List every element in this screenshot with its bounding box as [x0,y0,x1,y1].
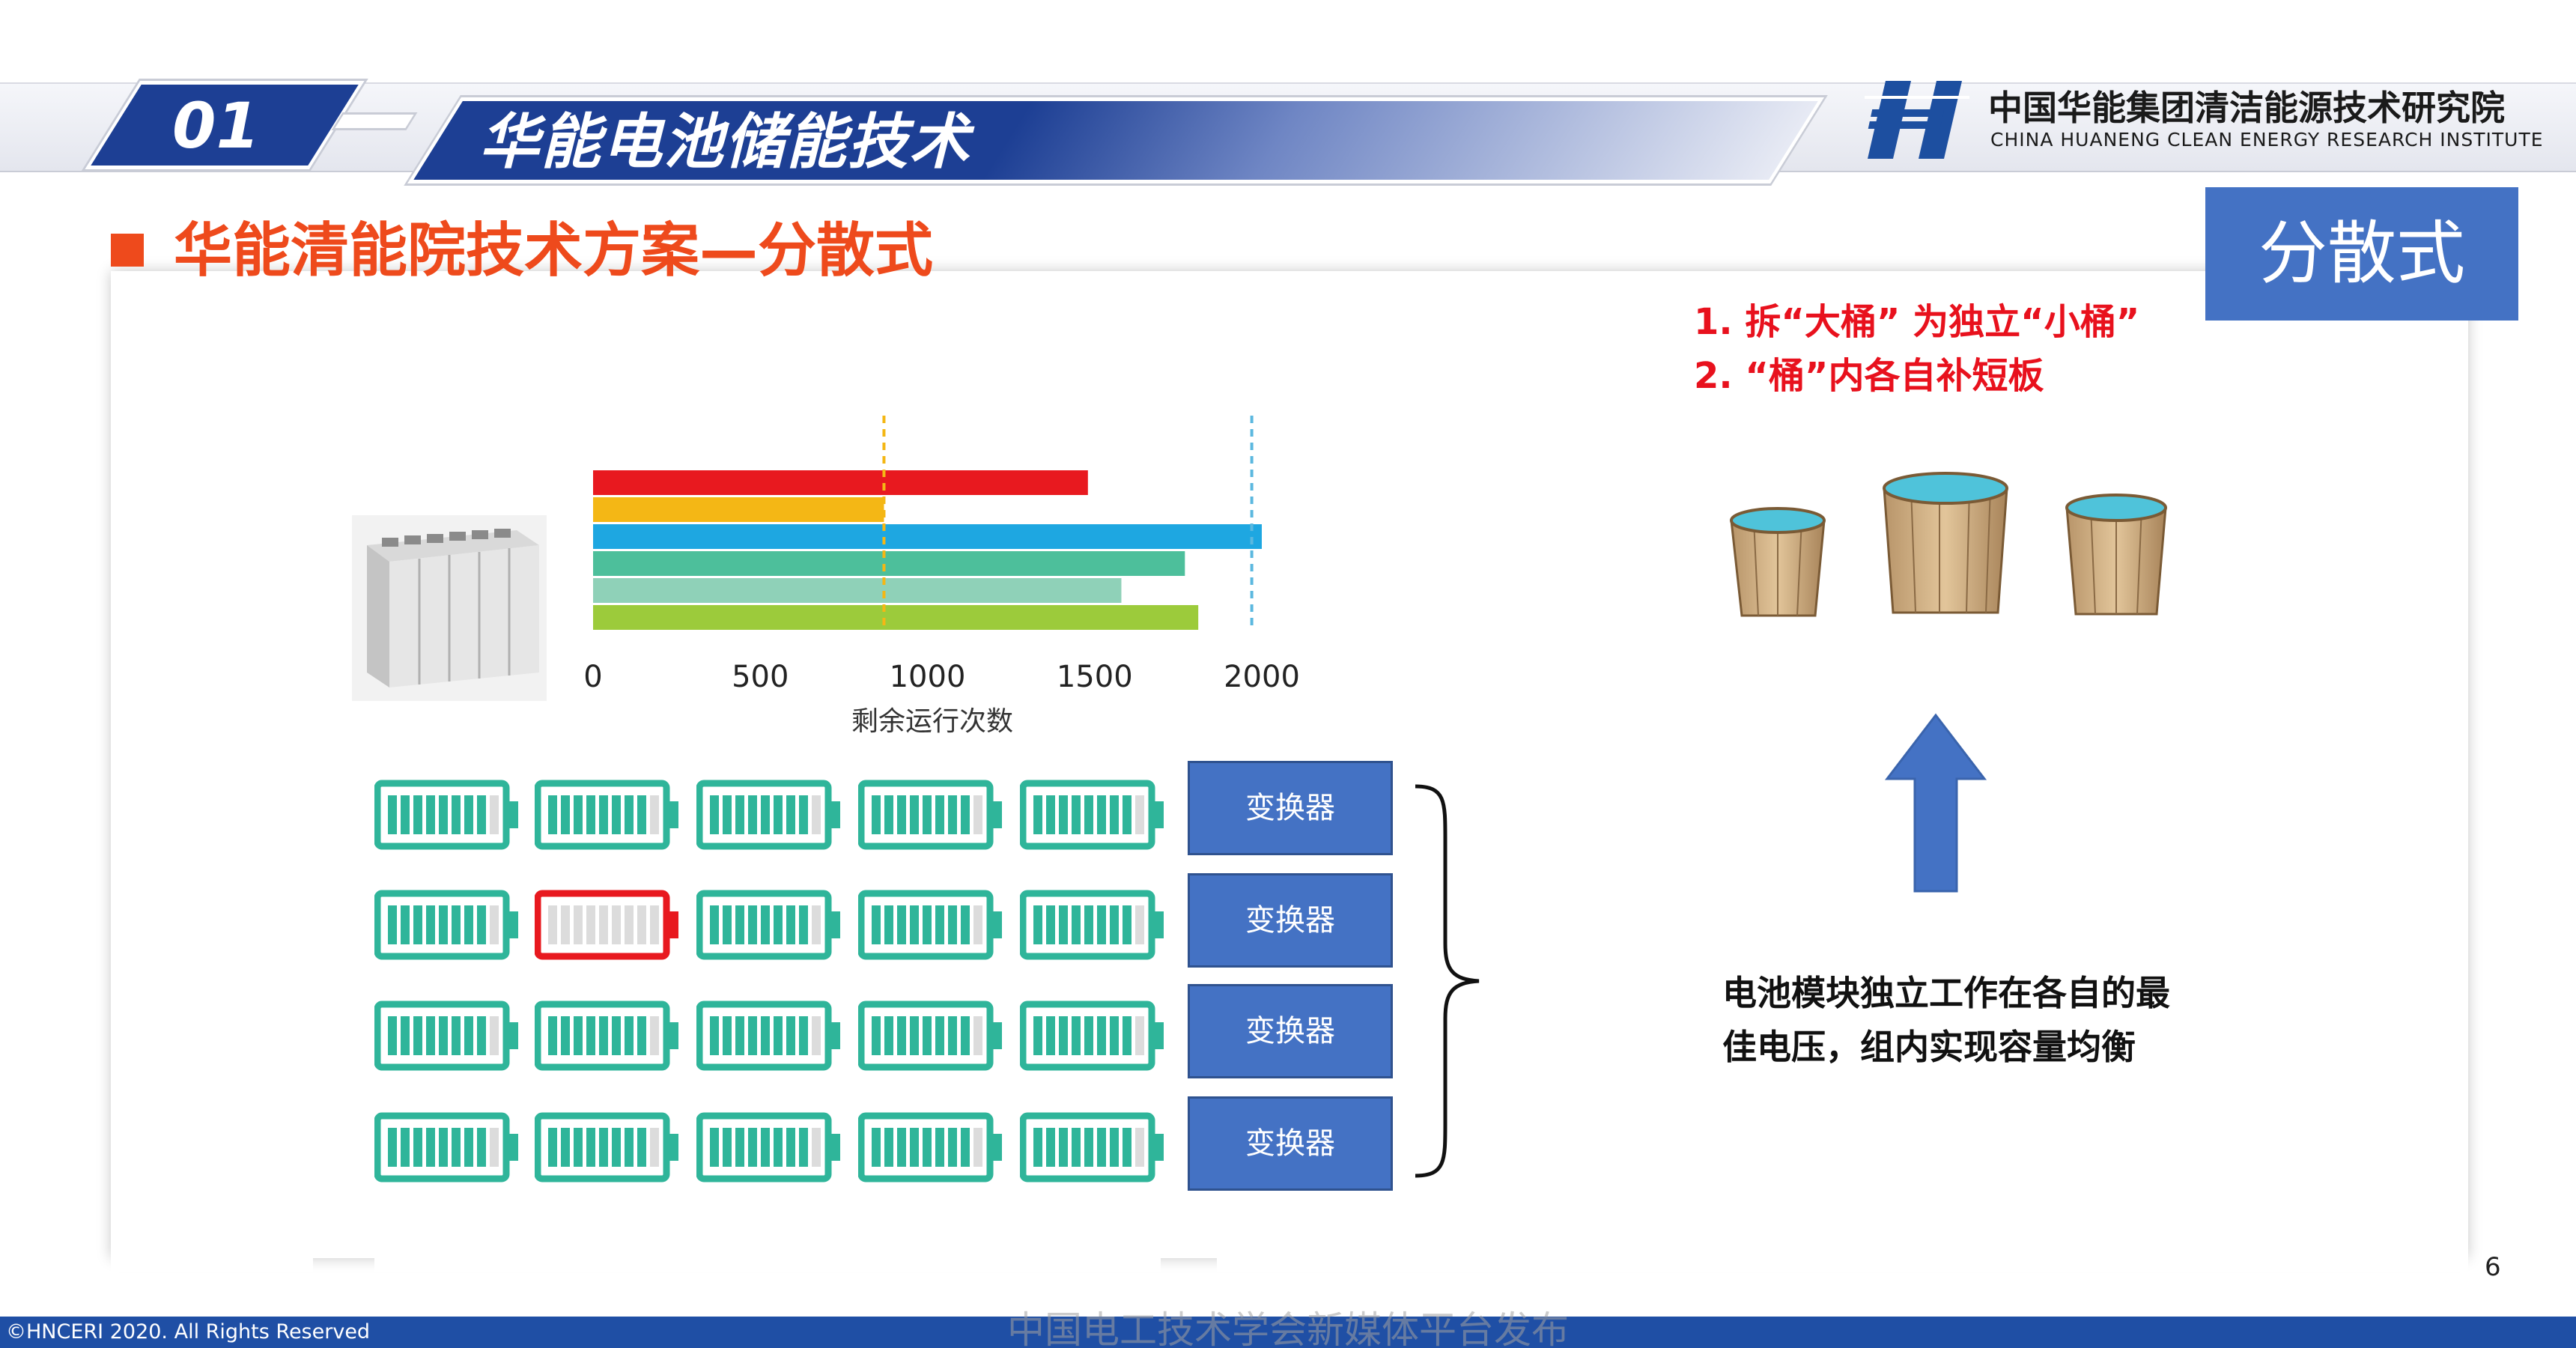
panel-bottom-strip [374,1258,1161,1272]
small-bucket-left [1730,507,1826,617]
panel-bottom-strip [1217,1258,2468,1272]
section-bullet-icon [111,234,144,267]
point-2: 2. “桶”内各自补短板 [1694,355,2044,397]
chart-bar [593,605,1199,630]
large-bucket-center [1883,472,2008,614]
battery-icon [857,889,1005,961]
remaining-cycles-chart: 0 500 1000 1500 2000 剩余运行次数 [583,416,1300,737]
point-1: 1. 拆“大桶” 为独立“小桶” [1694,301,2140,343]
footer-watermark: 中国电工技术学会新媒体平台发布 [1007,1308,1569,1348]
chart-bar [593,470,1088,495]
footer-copyright: ©HNCERI 2020. All Rights Reserved [6,1320,371,1344]
battery-icon [534,1000,681,1072]
chart-bar [593,524,1262,549]
description-line-2: 佳电压，组内实现容量均衡 [1722,1027,2136,1067]
logo-chinese-name: 中国华能集团清洁能源技术研究院 [1988,88,2505,128]
battery-icon [857,779,1005,851]
chart-x-tick-label: 1500 [1057,660,1133,694]
chart-x-tick-label: 500 [732,660,789,694]
converter-box: 变换器 [1188,761,1393,855]
footer-bar [0,1317,2576,1348]
battery-icon [374,779,521,851]
header-dash-decoration [331,112,418,130]
battery-icon [374,1111,521,1183]
converter-box: 变换器 [1188,873,1393,968]
section-number: 01 [172,89,260,163]
converter-box: 变换器 [1188,1096,1393,1191]
battery-icon [1019,779,1167,851]
battery-icon [1019,1111,1167,1183]
chart-x-tick-label: 0 [583,660,602,694]
page-title: 华能电池储能技术 [479,107,970,177]
logo-english-name: CHINA HUANENG CLEAN ENERGY RESEARCH INST… [1990,129,2544,151]
panel-bottom-strip [111,1258,313,1272]
battery-icon [374,1000,521,1072]
chart-bar [593,497,884,522]
grouping-brace [1415,784,1480,1178]
small-bucket-right [2065,494,2167,616]
weak-battery-icon [534,889,681,961]
battery-icon [534,1111,681,1183]
battery-icon [374,889,521,961]
battery-icon [1019,1000,1167,1072]
battery-icon [696,889,843,961]
battery-icon [696,779,843,851]
chart-x-tick-label: 1000 [890,660,966,694]
mode-badge: 分散式 [2205,187,2518,321]
battery-icon [534,779,681,851]
section-title: 华能清能院技术方案—分散式 [174,217,934,285]
battery-icon [857,1000,1005,1072]
bucket-illustration [1730,472,2167,617]
converter-box: 变换器 [1188,984,1393,1078]
page-number: 6 [2485,1252,2501,1282]
chart-x-tick-label: 2000 [1224,660,1300,694]
battery-icon [696,1000,843,1072]
description-line-1: 电池模块独立工作在各自的最 [1722,973,2170,1013]
chart-bar [593,578,1122,603]
chart-x-label: 剩余运行次数 [851,706,1013,737]
up-arrow-icon [1884,713,1987,893]
chart-bar [593,551,1185,576]
battery-icon [696,1111,843,1183]
battery-cabinet-image [352,515,547,701]
huaneng-logo-icon [1865,81,1969,159]
battery-icon [857,1111,1005,1183]
battery-icon [1019,889,1167,961]
